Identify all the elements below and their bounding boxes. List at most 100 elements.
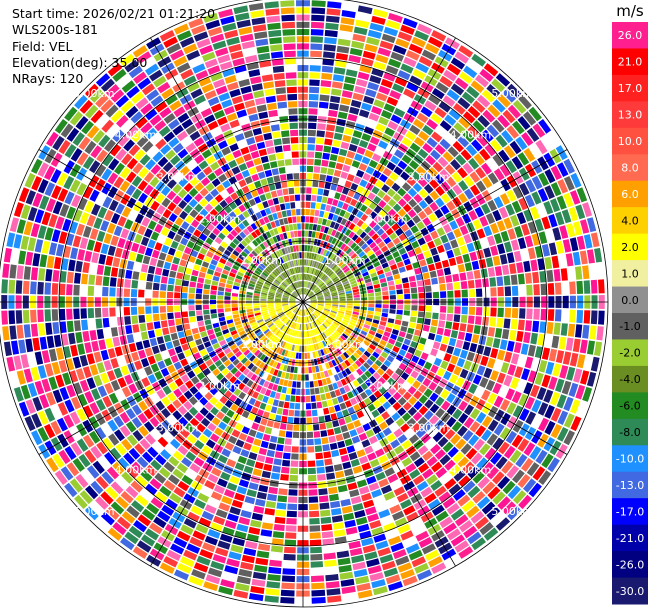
velocity-gate xyxy=(173,206,183,216)
velocity-gate xyxy=(383,522,396,532)
velocity-gate xyxy=(392,359,401,367)
velocity-gate xyxy=(590,279,598,294)
velocity-gate xyxy=(451,421,463,433)
velocity-gate xyxy=(324,414,332,422)
velocity-gate xyxy=(253,307,260,311)
velocity-gate xyxy=(107,527,123,541)
velocity-gate xyxy=(439,454,451,466)
velocity-gate xyxy=(160,144,172,155)
velocity-gate xyxy=(241,185,250,194)
velocity-gate xyxy=(312,286,318,292)
velocity-gate xyxy=(523,478,537,493)
velocity-gate xyxy=(397,386,407,396)
velocity-gate xyxy=(322,152,330,160)
velocity-gate xyxy=(441,336,450,345)
velocity-gate xyxy=(168,474,180,486)
velocity-gate xyxy=(547,283,555,295)
velocity-gate xyxy=(183,43,198,55)
velocity-gate xyxy=(486,158,498,171)
velocity-gate xyxy=(286,424,293,431)
velocity-gate xyxy=(500,230,510,242)
velocity-gate xyxy=(424,100,437,112)
velocity-gate xyxy=(337,224,344,232)
velocity-gate xyxy=(119,411,131,424)
velocity-gate xyxy=(366,347,374,354)
velocity-gate xyxy=(240,357,248,365)
velocity-gate xyxy=(307,307,312,313)
velocity-gate xyxy=(461,91,475,104)
velocity-gate xyxy=(511,391,522,404)
velocity-gate xyxy=(532,320,540,333)
velocity-gate xyxy=(487,392,498,405)
velocity-gate xyxy=(304,345,307,352)
velocity-gate xyxy=(311,231,316,238)
velocity-gate xyxy=(281,256,287,263)
velocity-gate xyxy=(318,181,325,189)
velocity-gate xyxy=(128,343,137,353)
velocity-gate xyxy=(339,296,346,299)
velocity-gate xyxy=(105,486,119,500)
velocity-gate xyxy=(363,126,374,135)
velocity-gate xyxy=(380,245,389,253)
velocity-gate xyxy=(279,233,285,241)
velocity-gate xyxy=(402,391,412,401)
velocity-gate xyxy=(296,388,301,395)
velocity-gate xyxy=(69,370,79,383)
velocity-gate xyxy=(507,104,521,119)
velocity-gate xyxy=(358,346,366,353)
velocity-gate xyxy=(487,104,501,118)
velocity-gate xyxy=(346,307,353,311)
velocity-gate xyxy=(280,597,295,604)
velocity-gate xyxy=(268,308,275,312)
velocity-gate xyxy=(493,233,503,244)
velocity-gate xyxy=(270,51,283,59)
velocity-gate xyxy=(179,384,188,394)
velocity-gate xyxy=(296,209,301,216)
velocity-gate xyxy=(18,401,30,417)
velocity-gate xyxy=(211,417,221,426)
velocity-gate xyxy=(276,385,283,393)
velocity-gate xyxy=(534,372,544,386)
velocity-gate xyxy=(157,156,169,168)
velocity-gate xyxy=(443,353,452,362)
velocity-gate xyxy=(268,183,276,191)
velocity-gate xyxy=(314,289,321,294)
velocity-gate xyxy=(207,96,220,107)
velocity-gate xyxy=(373,381,382,389)
velocity-gate xyxy=(296,266,300,274)
velocity-gate xyxy=(281,272,287,279)
velocity-gate xyxy=(266,176,274,184)
velocity-gate xyxy=(319,502,330,510)
velocity-gate xyxy=(354,123,365,132)
velocity-gate xyxy=(272,361,278,368)
velocity-gate xyxy=(327,228,333,235)
velocity-gate xyxy=(261,292,268,296)
velocity-gate xyxy=(444,164,456,175)
velocity-gate xyxy=(395,417,406,427)
velocity-gate xyxy=(220,324,228,331)
velocity-gate xyxy=(205,237,214,245)
velocity-gate xyxy=(114,429,125,442)
velocity-gate xyxy=(478,335,487,345)
velocity-gate xyxy=(279,340,284,347)
velocity-gate xyxy=(375,540,389,550)
velocity-gate xyxy=(517,273,525,285)
velocity-gate xyxy=(119,259,128,269)
velocity-gate xyxy=(117,516,131,530)
velocity-gate xyxy=(409,469,421,480)
azimuth-spoke xyxy=(302,37,456,303)
velocity-gate xyxy=(229,506,241,516)
velocity-gate xyxy=(190,275,198,282)
velocity-gate xyxy=(455,339,464,349)
velocity-gate xyxy=(235,439,245,448)
velocity-gate xyxy=(126,466,139,479)
velocity-gate xyxy=(276,292,283,296)
velocity-gate xyxy=(1,310,8,325)
velocity-gate xyxy=(174,292,181,299)
velocity-gate xyxy=(69,221,79,234)
velocity-gate xyxy=(318,317,324,323)
velocity-gate xyxy=(317,217,323,225)
velocity-gate xyxy=(268,322,274,328)
velocity-gate xyxy=(408,322,416,329)
